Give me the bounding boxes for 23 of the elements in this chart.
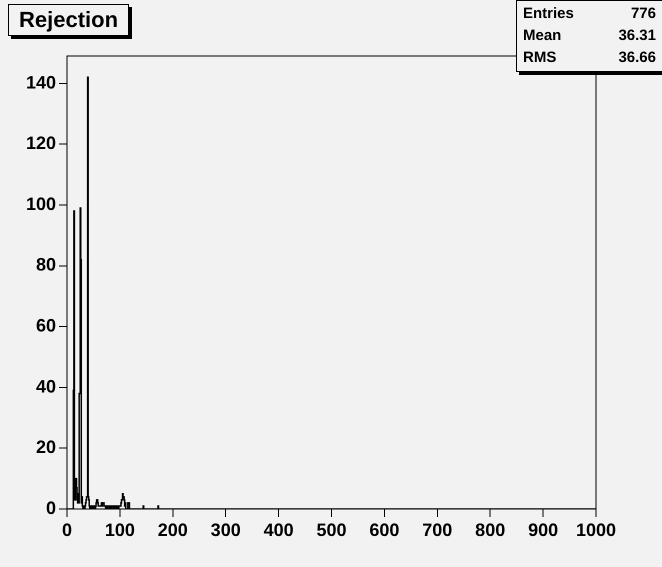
y-tick-label: 80 bbox=[36, 254, 56, 275]
text: Mean 36.31 bbox=[523, 27, 656, 44]
x-tick-label: 0 bbox=[62, 520, 72, 540]
y-tick-label: 20 bbox=[36, 437, 56, 458]
y-tick-label: 40 bbox=[36, 376, 56, 396]
text: RMS 36.66 bbox=[523, 49, 656, 66]
x-tick-label: 600 bbox=[369, 520, 400, 540]
x-tick-label: 100 bbox=[104, 520, 135, 540]
y-tick-label: 120 bbox=[26, 133, 56, 154]
x-tick-label: 1000 bbox=[576, 520, 616, 540]
x-tick-label: 400 bbox=[264, 520, 294, 540]
y-tick-label: 60 bbox=[36, 316, 56, 336]
x-tick-label: 700 bbox=[422, 520, 452, 540]
y-tick-label: 100 bbox=[26, 194, 56, 214]
x-tick-label: 200 bbox=[158, 520, 188, 540]
x-tick-label: 800 bbox=[475, 520, 506, 540]
x-tick-label: 900 bbox=[528, 520, 558, 540]
text: Entries 776 bbox=[523, 5, 656, 22]
y-tick-label: 0 bbox=[46, 498, 56, 518]
chart-title: Rejection bbox=[8, 4, 130, 36]
y-tick-label: 140 bbox=[26, 72, 56, 92]
x-tick-label: 300 bbox=[210, 520, 241, 540]
x-tick-label: 500 bbox=[316, 520, 347, 540]
